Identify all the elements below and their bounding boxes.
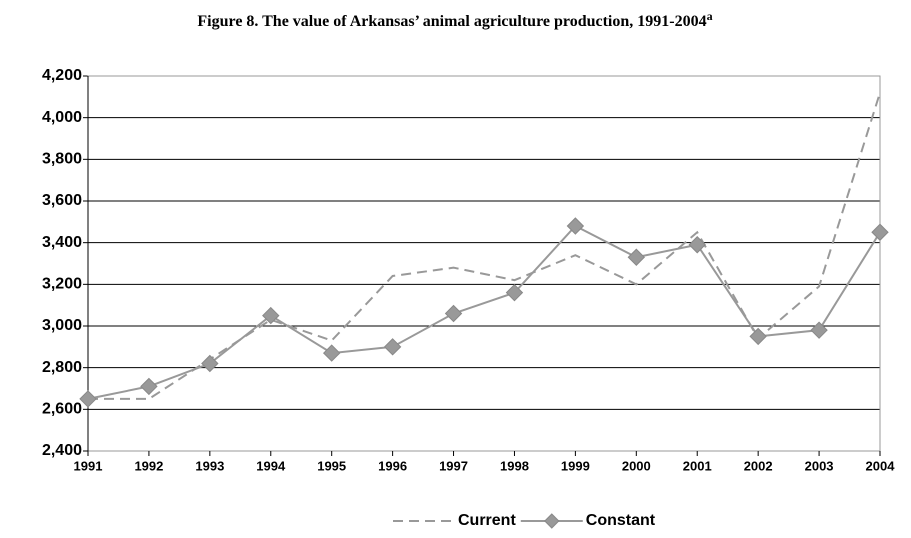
x-tick-label: 1993 [195,458,224,473]
data-point [627,248,646,266]
legend-label: Current [458,512,516,529]
x-tick-label: 1994 [256,458,286,473]
y-tick-label: 3,200 [42,276,82,293]
x-tick-label: 1995 [317,458,346,473]
x-tick-label: 2002 [744,458,773,473]
x-tick-label: 1991 [74,458,103,473]
x-tick-label: 2004 [866,458,896,473]
plot-frame [87,75,881,452]
x-tick-label: 1997 [439,458,468,473]
x-tick-label: 2001 [683,458,712,473]
x-tick-label: 2003 [805,458,834,473]
data-point [688,236,706,254]
data-point [810,321,828,339]
data-point [79,390,97,408]
x-tick-label: 1999 [561,458,590,473]
y-tick-label: 2,400 [42,442,82,459]
title-superscript: a [707,9,713,23]
series-line [87,224,881,400]
legend-marker [544,513,560,529]
legend-label: Constant [586,512,656,529]
chart-title: Figure 8. The value of Arkansas’ animal … [197,9,712,30]
data-point [749,327,767,346]
y-tick-label: 2,600 [42,401,82,418]
y-tick-label: 3,800 [42,151,82,168]
data-point [140,377,158,396]
y-tick-label: 3,600 [42,192,82,209]
x-tick-label: 2000 [622,458,651,473]
x-tick-label: 1992 [134,458,163,473]
y-tick-label: 4,000 [42,109,82,126]
series-line [88,92,881,400]
x-tick-label: 1996 [378,458,407,473]
data-point [505,283,524,302]
y-tick-label: 3,000 [42,317,82,334]
data-point [566,217,585,235]
y-tick-label: 3,400 [42,234,82,251]
data-point [871,223,889,241]
data-point [262,306,280,325]
data-point [201,354,219,373]
legend-item: Current [393,512,516,529]
legend-item: Constant [520,512,656,529]
data-point [383,338,402,356]
data-point [322,344,341,362]
y-tick-label: 2,800 [42,359,82,376]
y-tick-label: 4,200 [42,67,82,84]
x-tick-label: 1998 [500,458,529,473]
title-text: Figure 8. The value of Arkansas’ animal … [197,13,706,30]
data-point [444,304,463,323]
